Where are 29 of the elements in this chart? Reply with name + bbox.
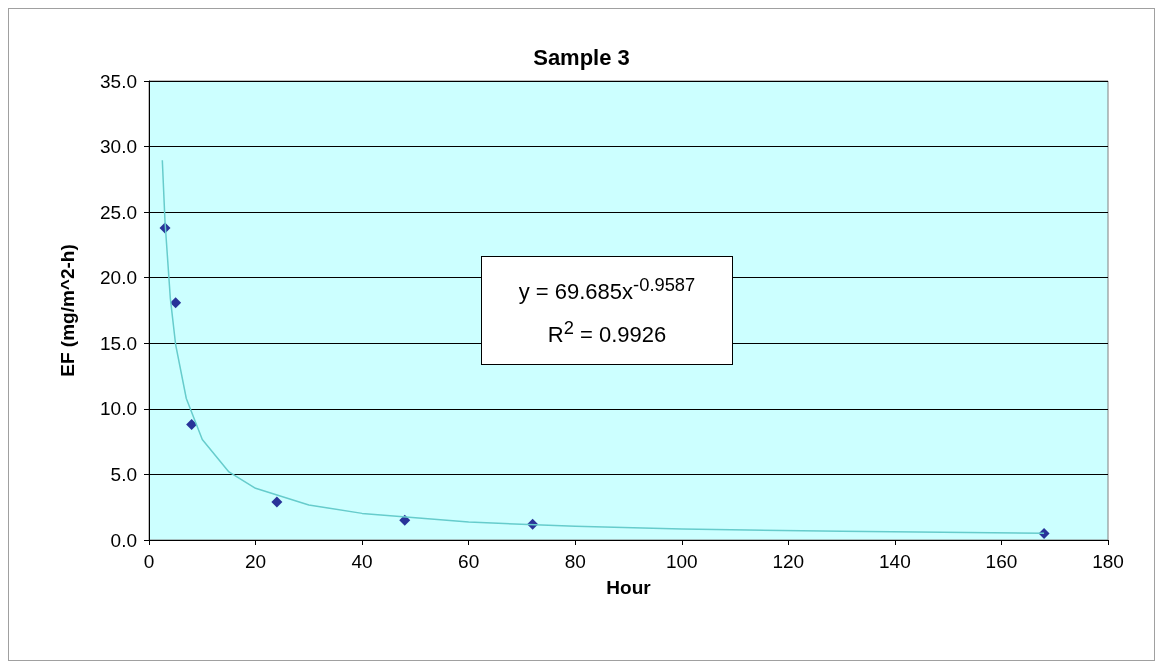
point <box>1038 527 1050 539</box>
x-tick-label: 120 <box>772 551 805 572</box>
x-tick-label: 20 <box>244 551 267 572</box>
x-tick-label: 160 <box>985 551 1018 572</box>
y-tick-label: 15.0 <box>100 332 137 354</box>
point <box>170 297 182 309</box>
y-tick-label: 10.0 <box>100 398 137 420</box>
x-tick-label: 180 <box>1092 551 1124 572</box>
y-tick-label: 5.0 <box>110 463 137 485</box>
point <box>399 514 411 526</box>
point <box>271 496 283 508</box>
annotation: R$^{2}$ = 0.9926 <box>546 316 668 350</box>
x-tick-label: 100 <box>665 551 698 572</box>
y-tick-label: 35.0 <box>100 70 137 92</box>
point <box>186 419 198 431</box>
chart-title: Sample 3 <box>533 44 630 70</box>
y-tick-label: 0.0 <box>110 529 137 551</box>
x-tick-label: 40 <box>351 551 373 572</box>
x-tick-label: 60 <box>458 551 480 572</box>
x-tick-label: 0 <box>143 551 155 572</box>
y-tick-label: 25.0 <box>100 201 137 223</box>
x-tick-label: 80 <box>564 551 586 572</box>
y-tick-label: 30.0 <box>100 136 137 158</box>
annotation: y = 69.685x$^{-0.9587}$ <box>517 273 697 307</box>
y-tick-label: 20.0 <box>100 267 137 289</box>
x-tick-label: 140 <box>879 551 911 572</box>
text-box: y = 69.685x$^{-0.9587}$ R$^{2}$ = 0.9926 <box>481 256 733 365</box>
y-axis-title: EF (mg/m^2-h) <box>57 244 78 377</box>
x-axis-title: Hour <box>606 577 652 598</box>
